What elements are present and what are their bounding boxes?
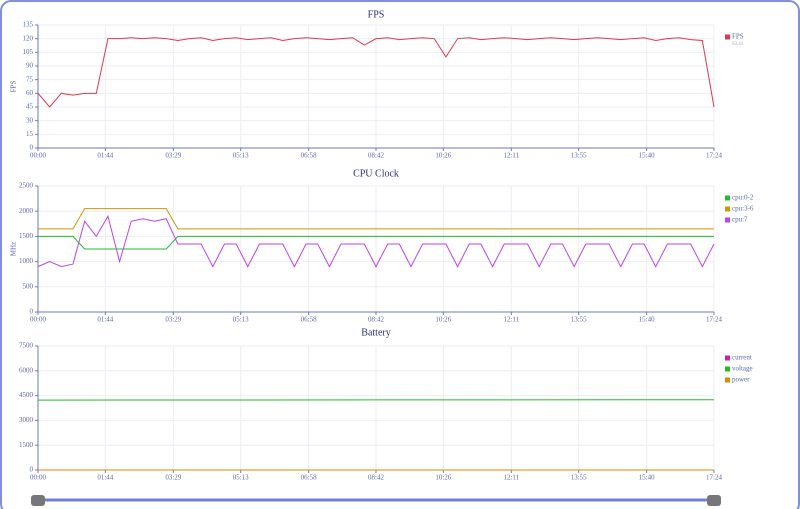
y-tick-label: 3000: [19, 416, 34, 424]
x-tick-label: 10:26: [435, 316, 451, 324]
y-tick-label: 120: [23, 34, 34, 42]
x-tick-label: 06:58: [301, 152, 317, 160]
x-tick-label: 13:55: [571, 152, 587, 160]
x-tick-label: 10:26: [435, 474, 451, 482]
x-tick-label: 12:11: [503, 152, 519, 160]
legend-label: cpu:7: [732, 216, 748, 224]
x-tick-label: 17:24: [706, 474, 722, 482]
y-tick-label: 1000: [19, 257, 34, 265]
x-tick-label: 12:11: [503, 316, 519, 324]
x-tick-label: 05:13: [233, 474, 249, 482]
x-tick-label: 08:42: [368, 474, 384, 482]
range-slider-handle[interactable]: [707, 495, 721, 506]
x-tick-label: 17:24: [706, 316, 722, 324]
series-line: [37, 37, 715, 108]
x-tick-label: 13:55: [571, 316, 587, 324]
legend-swatch: [725, 34, 730, 40]
y-tick-label: 0: [30, 308, 34, 316]
y-axis-label: FPS: [10, 81, 18, 93]
x-tick-label: 17:24: [706, 152, 722, 160]
x-tick-label: 00:00: [30, 152, 46, 160]
legend-swatch: [725, 217, 730, 223]
y-tick-label: 105: [23, 48, 34, 56]
x-tick-label: 01:44: [97, 474, 113, 482]
x-tick-label: 15:40: [639, 474, 655, 482]
y-tick-label: 30: [26, 116, 34, 124]
y-tick-label: 2500: [19, 182, 34, 190]
legend-label: cpu:0-2: [732, 194, 754, 202]
legend-swatch: [725, 195, 730, 201]
legend-swatch: [725, 206, 730, 212]
y-axis-label: MHz: [10, 242, 18, 256]
x-tick-label: 10:26: [435, 152, 451, 160]
y-tick-label: 0: [30, 144, 34, 152]
y-tick-label: 1500: [19, 232, 34, 240]
series-line: [38, 235, 714, 250]
x-tick-label: 03:29: [165, 474, 181, 482]
chart-title: CPU Clock: [353, 168, 399, 179]
legend-label: voltage: [732, 365, 753, 373]
y-tick-label: 7500: [19, 342, 34, 350]
y-tick-label: 45: [26, 103, 34, 111]
y-tick-label: 2000: [19, 207, 34, 215]
legend-label: cpu:3-6: [732, 205, 754, 213]
chart-title: FPS: [368, 9, 385, 20]
legend-swatch: [725, 377, 730, 383]
x-tick-label: 00:00: [30, 316, 46, 324]
legend-swatch: [725, 366, 730, 372]
legend-swatch: [725, 355, 730, 361]
x-tick-label: 03:29: [165, 152, 181, 160]
legend-label: FPS: [732, 33, 744, 41]
x-tick-label: 05:13: [233, 316, 249, 324]
legend-label: current: [732, 354, 752, 362]
range-slider-handle[interactable]: [31, 495, 45, 506]
x-tick-label: 13:55: [571, 474, 587, 482]
x-tick-label: 15:40: [639, 316, 655, 324]
x-tick-label: 01:44: [97, 316, 113, 324]
y-tick-label: 4500: [19, 391, 34, 399]
series-line: [38, 208, 714, 230]
x-tick-label: 08:42: [368, 152, 384, 160]
x-tick-label: 06:58: [301, 474, 317, 482]
y-tick-label: 6000: [19, 366, 34, 374]
x-tick-label: 12:11: [503, 474, 519, 482]
y-tick-label: 60: [26, 89, 34, 97]
y-tick-label: 1500: [19, 441, 34, 449]
x-tick-label: 03:29: [165, 316, 181, 324]
legend-note: 93.43: [732, 42, 744, 47]
y-tick-label: 75: [26, 75, 34, 83]
y-tick-label: 135: [23, 21, 34, 29]
x-tick-label: 05:13: [233, 152, 249, 160]
x-tick-label: 15:40: [639, 152, 655, 160]
y-tick-label: 15: [26, 130, 34, 138]
y-tick-label: 90: [26, 62, 34, 70]
series-line: [37, 214, 715, 268]
x-tick-label: 06:58: [301, 316, 317, 324]
x-tick-label: 01:44: [97, 152, 113, 160]
y-tick-label: 500: [23, 282, 34, 290]
x-tick-label: 08:42: [368, 316, 384, 324]
chart-title: Battery: [361, 327, 390, 338]
x-tick-label: 00:00: [30, 474, 46, 482]
y-tick-label: 0: [30, 466, 34, 474]
legend-label: power: [732, 376, 750, 384]
